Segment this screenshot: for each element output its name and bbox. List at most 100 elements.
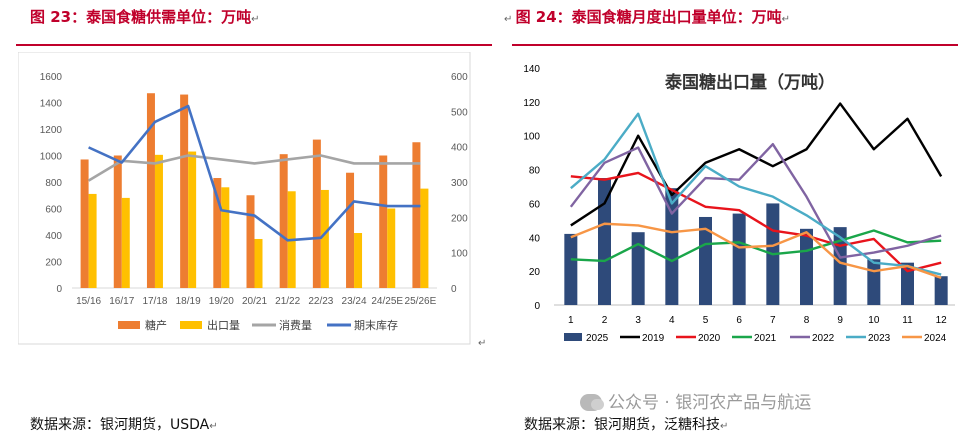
bar-2025: [564, 233, 578, 305]
chart-title: 泰国糖出口量（万吨）: [665, 72, 835, 92]
bar-2025: [833, 227, 847, 305]
y-tick-label: 100: [523, 132, 540, 143]
x-tick-label: 18/19: [176, 296, 201, 307]
legend-swatch: [118, 321, 140, 329]
left-y-tick-label: 1600: [40, 72, 63, 83]
right-source-note: 数据来源：银河期货，泛糖科技↵: [524, 417, 729, 433]
y-tick-label: 60: [529, 199, 541, 210]
x-tick-label: 11: [902, 315, 913, 326]
left-y-tick-label: 1000: [40, 152, 63, 163]
right-y-tick-label: 600: [451, 72, 468, 83]
legend-label: 出口量: [207, 318, 240, 332]
x-tick-label: 19/20: [209, 296, 234, 307]
right-header-rule: [512, 44, 958, 46]
x-tick-label: 24/25E: [371, 296, 403, 307]
right-y-tick-label: 0: [451, 284, 457, 295]
bar-export: [420, 188, 429, 288]
legend-label: 2021: [754, 333, 777, 344]
legend-label: 2019: [642, 333, 665, 344]
left-supply-demand-chart: 0 200 400 600 800 1000 1200 1400 1600 0 100 200 300 4…: [18, 52, 471, 345]
x-tick-label: 25/26E: [405, 296, 437, 307]
bar-production: [80, 159, 89, 288]
x-tick-label: 20/21: [242, 296, 267, 307]
left-y-tick-label: 1200: [40, 125, 63, 136]
paragraph-mark: ↵: [478, 338, 487, 349]
x-tick-label: 9: [837, 315, 843, 326]
bar-production: [279, 154, 288, 288]
y-tick-label: 0: [534, 301, 540, 312]
right-figure-title: ↵ 图 24：泰国食糖月度出口量单位：万吨↵: [504, 8, 791, 26]
line-2022: [569, 142, 942, 259]
bar-export: [387, 208, 396, 288]
right-y-tick-label: 200: [451, 213, 468, 224]
left-y-tick-label: 800: [45, 178, 62, 189]
x-tick-label: 2: [602, 315, 608, 326]
left-y-tick-label: 0: [56, 284, 62, 295]
x-tick-label: 15/16: [76, 296, 101, 307]
legend-swatch: [180, 321, 202, 329]
line-2021: [570, 229, 942, 263]
legend-label: 糖产: [145, 318, 167, 332]
bar-production: [312, 139, 321, 288]
x-tick-label: 8: [804, 315, 810, 326]
bar-export: [221, 187, 230, 288]
bar-production: [346, 172, 355, 288]
bar-export: [121, 197, 130, 288]
y-tick-label: 80: [529, 166, 541, 177]
bar-production: [113, 155, 122, 288]
y-tick-label: 140: [523, 64, 540, 75]
bar-export: [188, 151, 197, 288]
legend-label: 2020: [698, 333, 721, 344]
x-tick-label: 12: [936, 315, 948, 326]
left-y-tick-label: 1400: [40, 99, 63, 110]
legend-label: 2022: [812, 333, 835, 344]
left-header-rule: [16, 44, 492, 46]
x-tick-label: 1: [568, 315, 574, 326]
x-tick-label: 16/17: [109, 296, 134, 307]
legend-swatch: [564, 333, 582, 341]
legend-label: 2025: [586, 333, 609, 344]
legend-label: 消费量: [279, 318, 312, 332]
bar-export: [154, 154, 163, 288]
x-tick-label: 7: [770, 315, 776, 326]
x-tick-label: 4: [669, 315, 675, 326]
watermark: 公众号 · 银河农产品与航运: [580, 388, 811, 413]
bar-export: [354, 233, 363, 288]
bar-production: [246, 195, 255, 288]
x-tick-label: 22/23: [308, 296, 333, 307]
left-y-tick-label: 200: [45, 258, 62, 269]
legend-label: 期末库存: [354, 318, 398, 332]
bar-export: [88, 193, 97, 288]
line-ending-stock: [88, 104, 421, 242]
line-2019: [570, 102, 943, 227]
y-tick-label: 40: [529, 233, 541, 244]
right-y-tick-label: 300: [451, 178, 468, 189]
right-y-tick-label: 100: [451, 249, 468, 260]
bar-2025: [800, 228, 813, 305]
bar-2025: [598, 178, 611, 305]
bar-2025: [867, 259, 881, 305]
legend-label: 2024: [924, 333, 947, 344]
left-figure-title: 图 23：泰国食糖供需单位：万吨↵: [30, 8, 260, 26]
y-tick-label: 20: [529, 267, 541, 278]
line-2023: [570, 112, 942, 276]
x-tick-label: 21/22: [275, 296, 300, 307]
bar-production: [180, 94, 189, 288]
line-2024: [570, 222, 942, 280]
left-y-tick-label: 600: [45, 205, 62, 216]
bar-production: [412, 142, 421, 288]
bar-export: [254, 238, 263, 288]
x-tick-label: 3: [635, 315, 641, 326]
wechat-icon: [580, 394, 604, 411]
line-consumption: [87, 154, 421, 182]
right-y-tick-label: 400: [451, 143, 468, 154]
bar-2025: [732, 213, 746, 305]
x-tick-label: 23/24: [342, 296, 367, 307]
bar-2025: [631, 232, 645, 305]
x-tick-label: 6: [736, 315, 742, 326]
bar-production: [146, 93, 155, 288]
left-source-note: 数据来源：银河期货，USDA↵: [30, 417, 218, 433]
bar-2025: [934, 276, 948, 305]
bar-2025: [699, 216, 712, 305]
